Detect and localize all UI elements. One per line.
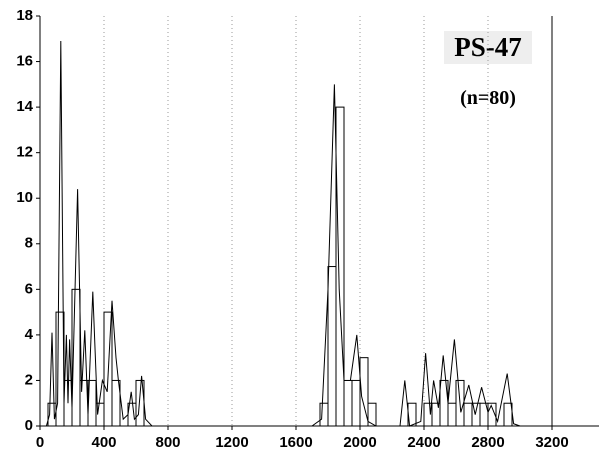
y-tick-label: 18 xyxy=(16,7,33,24)
bar xyxy=(327,266,337,427)
y-tick-label: 10 xyxy=(16,189,33,206)
x-tick-label: 3200 xyxy=(535,434,568,451)
x-tick-label: 800 xyxy=(155,434,180,451)
x-tick-label: 1600 xyxy=(279,434,312,451)
bar xyxy=(503,402,513,427)
x-tick-label: 2000 xyxy=(343,434,376,451)
x-tick-label: 2400 xyxy=(407,434,440,451)
bar xyxy=(463,402,473,427)
bar xyxy=(55,311,65,427)
count-label: (n=80) xyxy=(460,87,516,109)
y-tick-label: 6 xyxy=(25,280,33,297)
y-tick-label: 2 xyxy=(25,371,33,388)
bar xyxy=(319,402,329,427)
bar xyxy=(447,402,457,427)
bar xyxy=(343,379,353,427)
bar xyxy=(335,106,345,427)
density-curve xyxy=(45,41,521,427)
y-tick-label: 0 xyxy=(25,417,33,434)
y-tick-label: 8 xyxy=(25,235,33,252)
y-tick-label: 14 xyxy=(16,98,33,115)
x-tick-label: 0 xyxy=(36,434,44,451)
y-tick-label: 16 xyxy=(16,53,33,70)
x-tick-label: 2800 xyxy=(471,434,504,451)
y-tick-label: 4 xyxy=(25,326,34,343)
x-tick-label: 400 xyxy=(91,434,116,451)
x-tick-label: 1200 xyxy=(215,434,248,451)
bar xyxy=(351,379,361,427)
y-tick-label: 12 xyxy=(16,144,33,161)
